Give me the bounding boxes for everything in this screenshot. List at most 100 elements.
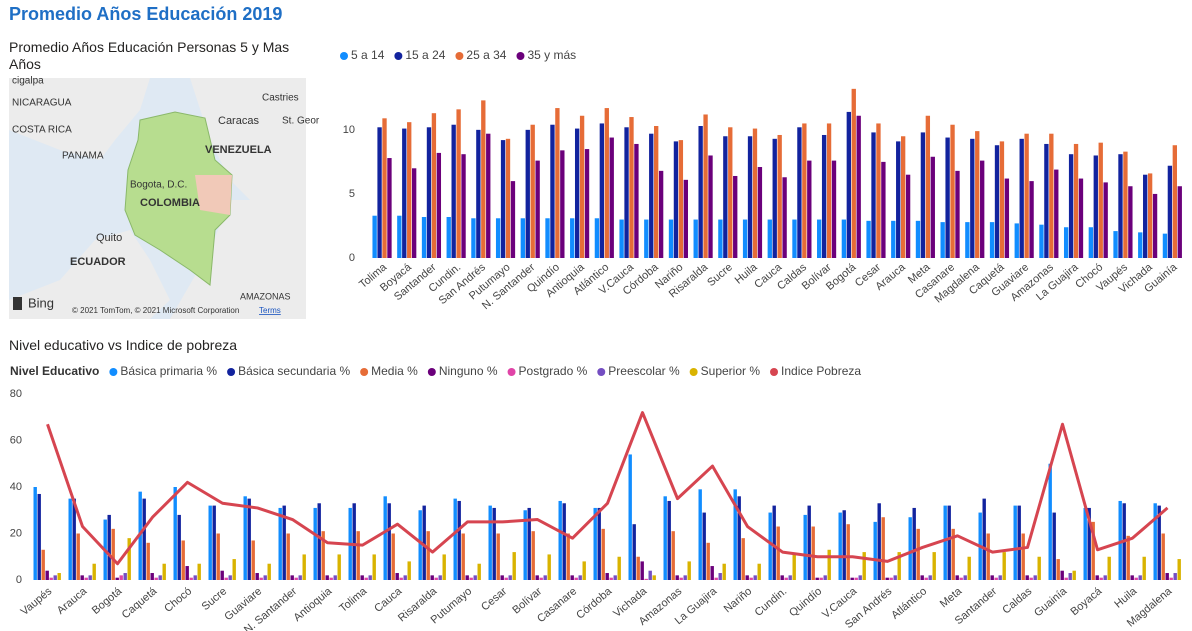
bar [525,129,530,258]
x-tick-label: Casanare [535,585,579,625]
bar [259,577,263,580]
map-land [190,78,306,210]
bar [663,496,667,580]
legend-label: Indice Pobreza [781,364,861,378]
bar [916,528,920,580]
bar [123,573,127,580]
bar [703,114,708,258]
bar [780,575,784,580]
bar [421,216,427,258]
bar [1087,507,1091,580]
bar [267,563,271,580]
bar [1142,556,1146,580]
bar [1143,174,1148,258]
bar [422,505,426,580]
map [9,78,306,319]
bar [1078,178,1084,258]
bar [1068,154,1074,258]
bar [508,575,512,580]
bar [212,505,216,580]
bar [282,505,286,580]
bar [294,577,298,580]
bar [885,577,889,580]
bar [255,573,259,580]
bar [1152,193,1158,258]
bar [632,524,636,580]
bar [876,123,881,258]
map-label: cigalpa [12,76,44,87]
bar [925,115,931,258]
bar [337,554,341,580]
bar [570,218,575,258]
bar [594,218,600,258]
bar [57,573,61,580]
bar [896,141,901,258]
bar [377,127,382,259]
bar [891,220,896,258]
bar [1165,573,1169,580]
legend-label: 15 a 24 [405,48,445,62]
bar [382,118,387,259]
bar [965,222,970,258]
bar [784,577,788,580]
bar [461,533,465,580]
bar [889,577,893,580]
bar [1153,503,1157,580]
bar [1167,165,1173,258]
bar [733,175,738,258]
bar [356,531,360,580]
bar [399,577,403,580]
bar [718,573,722,580]
bar [915,220,921,258]
map-label: COSTA RICA [12,125,72,136]
legend-label: Media % [371,364,418,378]
bar [107,514,111,580]
bar [535,575,539,580]
bar [510,181,516,258]
bar [807,505,811,580]
bar [675,575,679,580]
legend-marker [340,52,348,60]
bar [45,570,49,580]
bar [912,507,916,580]
bar [1073,143,1079,258]
page-title: Promedio Años Educación 2019 [9,4,283,24]
legend-marker [394,52,403,60]
x-tick-label: Cauca [372,585,405,615]
bar [119,575,123,580]
bar [802,123,807,258]
bar [325,575,329,580]
bar [181,540,185,580]
bar [158,575,162,580]
bar [951,528,955,580]
bar [710,566,714,580]
bar [492,507,496,580]
bar [742,219,748,258]
legend-marker [516,52,525,60]
bar [648,570,652,580]
bar [920,575,924,580]
bar [980,160,985,258]
bar [290,575,294,580]
bar [535,160,540,258]
bar [33,487,37,580]
bar [477,563,481,580]
bar [1103,182,1108,258]
bar [426,531,430,580]
bar [757,167,763,258]
bar [624,127,629,259]
bar [1098,142,1103,258]
bar [609,137,614,258]
bar [1161,533,1165,580]
map-label: NICARAGUA [12,98,72,109]
bar [945,137,950,258]
bar [1118,500,1122,580]
map-terms[interactable]: Terms [259,306,281,315]
bar [955,170,960,258]
bar [352,503,356,580]
map-label: VENEZUELA [205,144,272,156]
bar [658,170,664,258]
bar [115,577,119,580]
bar [193,575,197,580]
